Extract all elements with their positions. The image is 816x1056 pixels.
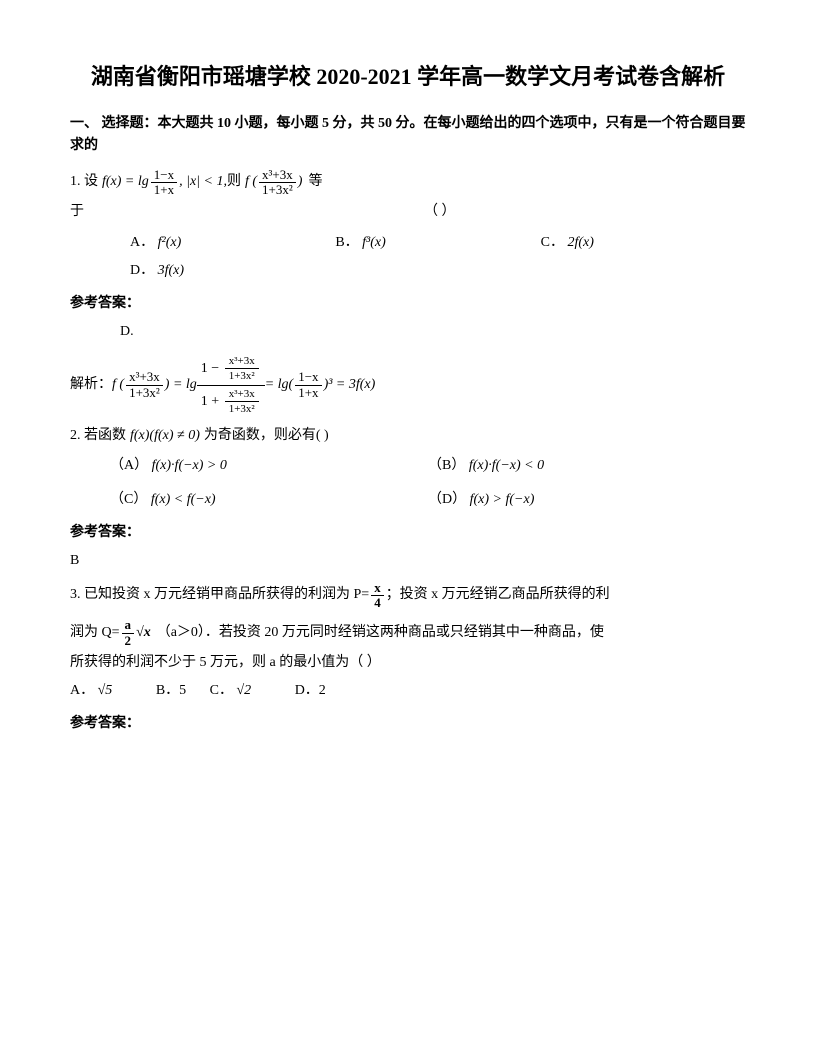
q3-line2a: 润为 Q= xyxy=(70,622,120,644)
question-1: 1. 设 f(x) = lg 1−x 1+x , |x| < 1, 则 f ( … xyxy=(70,168,746,417)
q2-opt-c-label: （C） xyxy=(110,492,147,507)
q1-prefix: 1. 设 xyxy=(70,171,98,193)
q2-mid: 为奇函数，则必有( ) xyxy=(204,425,329,447)
q3-opt-d: D．2 xyxy=(295,683,326,698)
q3-opt-c-label: C． xyxy=(210,683,233,698)
q2-opt-d-expr: f(x) > f(−x) xyxy=(470,492,535,507)
q3-opt-a-label: A． xyxy=(70,683,94,698)
q3-line1a: 3. 已知投资 x 万元经销甲商品所获得的利润为 P= xyxy=(70,584,369,606)
q1-exp-frac: x³+3x 1+3x² xyxy=(126,370,163,400)
q3-p-frac: x 4 xyxy=(371,581,384,611)
q1-exp-label: 解析： xyxy=(70,374,112,396)
question-3: 3. 已知投资 x 万元经销甲商品所获得的利润为 P= x 4 ；投资 x 万元… xyxy=(70,581,746,735)
q3-sqrt: √x xyxy=(136,622,151,644)
q1-opt-b-expr: f³(x) xyxy=(362,235,386,250)
q1-opt-b-label: B． xyxy=(335,235,358,250)
q1-exp-pow: )³ = 3f(x) xyxy=(324,374,376,396)
q2-answer: B xyxy=(70,550,746,572)
q3-line2b: （a＞0）．若投资 20 万元同时经销这两种商品或只经销其中一种商品，使 xyxy=(157,622,604,644)
q1-exp-eq1: ) = lg xyxy=(165,374,197,396)
q1-line2: 于 xyxy=(70,201,84,223)
q1-exp-frac3: 1−x 1+x xyxy=(295,370,321,400)
q3-opt-a-expr: √5 xyxy=(98,683,113,698)
section-header: 一、 选择题：本大题共 10 小题，每小题 5 分，共 50 分。在每小题给出的… xyxy=(70,113,746,158)
q2-prefix: 2. 若函数 xyxy=(70,425,126,447)
q1-opt-d-label: D． xyxy=(130,263,154,278)
q2-opt-c-expr: f(x) < f(−x) xyxy=(151,492,216,507)
q1-exp-eq2: = lg( xyxy=(265,374,294,396)
q1-exp-bigfrac: 1 − x³+3x 1+3x² 1 + x³+3x 1+3x² xyxy=(197,353,265,416)
q3-opt-b: B．5 xyxy=(156,683,186,698)
q1-post: 等 xyxy=(308,171,322,193)
q1-opt-c-expr: 2f(x) xyxy=(568,235,594,250)
q2-opt-a-label: （A） xyxy=(110,458,148,473)
q1-opt-c-label: C． xyxy=(541,235,564,250)
q1-mid: 则 xyxy=(227,171,241,193)
q1-exp-lhs: f ( xyxy=(112,374,124,396)
q1-cond: , |x| < 1, xyxy=(179,171,227,193)
q3-q-frac: a 2 xyxy=(122,618,135,648)
q3-line3: 所获得的利润不少于 5 万元，则 a 的最小值为（ ） xyxy=(70,652,746,674)
q3-opt-c-expr: √2 xyxy=(237,683,252,698)
q1-fof: f ( xyxy=(245,171,257,193)
q1-frac2: x³+3x 1+3x² xyxy=(259,168,296,198)
q2-opt-a-expr: f(x)·f(−x) > 0 xyxy=(152,458,227,473)
q2-answer-label: 参考答案： xyxy=(70,522,746,544)
q2-opt-b-label: （B） xyxy=(428,458,465,473)
question-2: 2. 若函数 f(x)(f(x) ≠ 0) 为奇函数，则必有( ) （A） f(… xyxy=(70,425,746,573)
q2-opt-d-label: （D） xyxy=(428,492,466,507)
q1-close: ) xyxy=(298,171,303,193)
q1-fx: f(x) = lg xyxy=(102,171,149,193)
q1-opt-d-expr: 3f(x) xyxy=(158,263,184,278)
q2-opt-b-expr: f(x)·f(−x) < 0 xyxy=(469,458,544,473)
q1-opt-a-label: A． xyxy=(130,235,154,250)
page-title: 湖南省衡阳市瑶塘学校 2020-2021 学年高一数学文月考试卷含解析 xyxy=(70,60,746,93)
q1-answer-label: 参考答案： xyxy=(70,293,746,315)
q1-paren: （ ） xyxy=(424,201,456,223)
q1-frac1: 1−x 1+x xyxy=(151,168,177,198)
q3-line1b: ；投资 x 万元经销乙商品所获得的利 xyxy=(386,584,610,606)
q3-answer-label: 参考答案： xyxy=(70,713,746,735)
q2-fx: f(x)(f(x) ≠ 0) xyxy=(130,425,200,447)
q1-answer: D. xyxy=(120,321,746,343)
q1-opt-a-expr: f²(x) xyxy=(158,235,182,250)
